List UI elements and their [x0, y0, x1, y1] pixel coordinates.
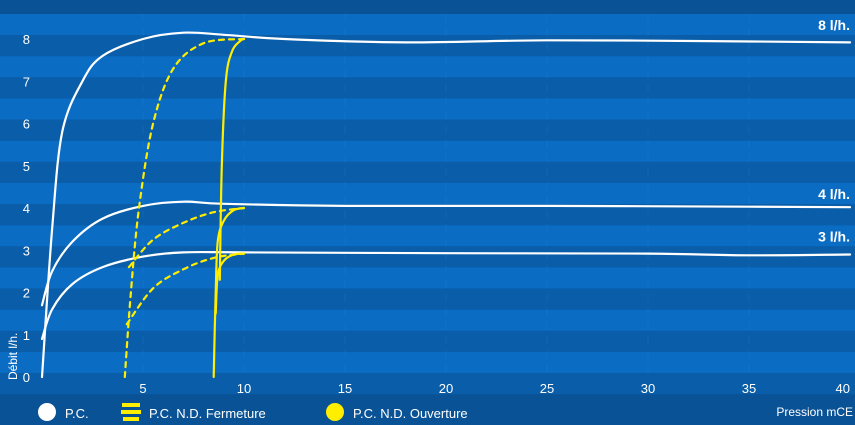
grid-band — [0, 35, 855, 57]
x-tick-label: 35 — [742, 381, 756, 396]
x-tick-labels: 5 10 15 20 25 30 35 40 — [139, 381, 850, 396]
legend-dash-stripe — [122, 403, 140, 407]
grid-band — [0, 225, 855, 247]
grid-band — [0, 288, 855, 310]
y-tick-label: 2 — [23, 286, 30, 301]
series-line — [40, 200, 852, 307]
legend-swatch-dashed — [121, 403, 141, 421]
y-tick-label: 3 — [23, 243, 30, 258]
x-tick-label: 10 — [237, 381, 251, 396]
curve-label: 8 l/h. — [818, 17, 850, 33]
x-tick-label: 30 — [641, 381, 655, 396]
legend-swatch — [38, 403, 56, 421]
y-tick-label: 5 — [23, 159, 30, 174]
grid-band — [0, 77, 855, 99]
grid-band — [0, 119, 855, 141]
grid-band — [0, 14, 855, 36]
legend-swatch — [326, 403, 344, 421]
x-tick-label: 40 — [836, 381, 850, 396]
curves — [40, 31, 852, 379]
curve-label: 4 l/h. — [818, 186, 850, 202]
grid-band — [0, 161, 855, 183]
grid-band — [0, 373, 855, 395]
x-axis-title: Pression mCE — [776, 405, 853, 419]
grid-band — [0, 246, 855, 268]
grid-band — [0, 98, 855, 120]
x-tick-label: 20 — [439, 381, 453, 396]
legend-label: P.C. N.D. Fermeture — [149, 406, 266, 421]
legend-label: P.C. — [65, 406, 89, 421]
curve-label: 3 l/h. — [818, 228, 850, 244]
series-line — [125, 252, 246, 326]
grid-band — [0, 352, 855, 374]
legend-dash-stripe — [121, 410, 141, 414]
y-tick-label: 0 — [23, 370, 30, 385]
y-tick-label: 6 — [23, 117, 30, 132]
grid-band — [0, 183, 855, 205]
grid-band — [0, 204, 855, 226]
curve-labels: 8 l/h. 4 l/h. 3 l/h. — [818, 17, 850, 244]
grid-band — [0, 267, 855, 289]
legend: P.C. P.C. N.D. Fermeture P.C. N.D. Ouvertu… — [38, 403, 468, 421]
series-line — [40, 250, 852, 341]
grid-band — [0, 140, 855, 162]
y-tick-labels: 0 1 2 3 4 5 6 7 8 — [23, 32, 30, 385]
grid-band — [0, 56, 855, 78]
y-tick-label: 7 — [23, 74, 30, 89]
y-tick-label: 1 — [23, 328, 30, 343]
series-line — [40, 31, 852, 379]
y-axis-title: Débit l/h. — [6, 333, 20, 380]
series-line — [127, 206, 246, 269]
x-tick-label: 25 — [540, 381, 554, 396]
series-line — [123, 37, 246, 379]
series-line — [214, 252, 246, 315]
x-tick-label: 15 — [338, 381, 352, 396]
legend-dash-stripe — [123, 417, 139, 421]
series-line — [218, 37, 246, 281]
legend-label: P.C. N.D. Ouverture — [353, 406, 468, 421]
x-tick-label: 5 — [139, 381, 146, 396]
y-tick-label: 4 — [23, 201, 30, 216]
y-tick-label: 8 — [23, 32, 30, 47]
